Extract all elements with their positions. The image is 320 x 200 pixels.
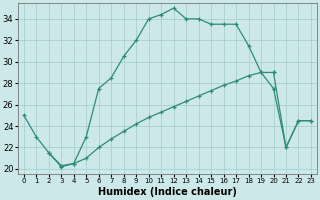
X-axis label: Humidex (Indice chaleur): Humidex (Indice chaleur) <box>98 187 237 197</box>
